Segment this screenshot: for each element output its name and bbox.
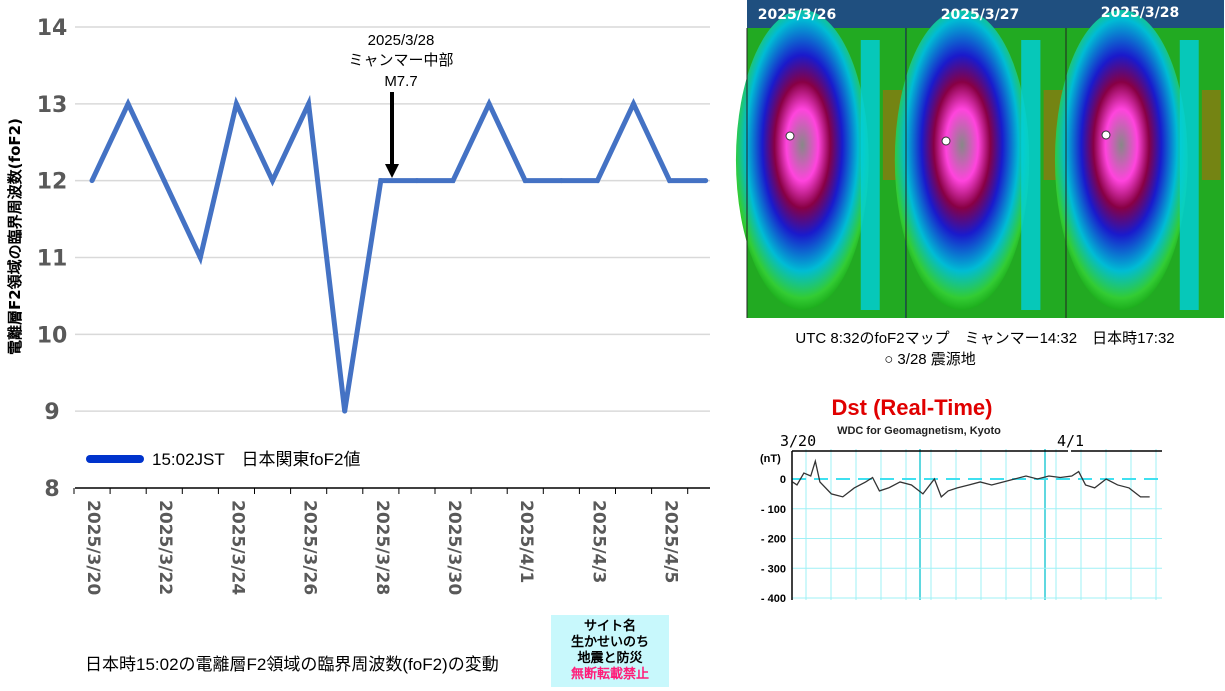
fof2-map: 2025/3/26 2025/3/27 2025/3/28 UTC 8:32のf… — [735, 0, 1224, 368]
earthquake-annotation: 2025/3/28 ミャンマー中部 M7.7 — [348, 32, 454, 178]
x-tick-label: 2025/3/26 — [300, 500, 320, 595]
data-point — [703, 178, 709, 184]
epicenter-marker-icon — [1101, 130, 1111, 140]
fof2-y-axis: 8 9 10 11 12 13 14 — [37, 16, 68, 502]
epicenter-marker-icon — [785, 131, 795, 141]
data-point — [522, 178, 528, 184]
map-caption-time: UTC 8:32のfoF2マップ ミャンマー14:32 日本時17:32 — [795, 330, 1174, 347]
data-point — [558, 178, 564, 184]
data-point — [631, 101, 636, 107]
data-point — [197, 255, 203, 260]
data-point — [306, 101, 312, 107]
dst-title: Dst (Real-Time) — [832, 395, 993, 420]
notice-no-reprint: 無断転載禁止 — [570, 667, 649, 682]
dst-y-tick-label: - 300 — [761, 563, 786, 575]
y-tick-label: 10 — [37, 323, 68, 348]
data-point — [667, 178, 673, 184]
notice-site-name-2: 地震と防災 — [577, 651, 643, 666]
data-point — [89, 178, 95, 184]
fof2-chart-caption: 日本時15:02の電離層F2領域の臨界周波数(foF2)の変動 — [85, 655, 499, 674]
dst-unit: (nT) — [760, 453, 781, 465]
data-point — [486, 101, 492, 107]
fof2-series-line — [89, 94, 706, 412]
data-point — [342, 408, 348, 414]
fof2-legend: 15:02JST 日本関東foF2値 — [86, 450, 360, 469]
y-tick-label: 9 — [44, 400, 59, 425]
x-tick-label: 2025/3/20 — [83, 500, 103, 595]
dst-y-tick-label: 0 — [780, 474, 786, 486]
fof2-x-axis: 2025/3/20 2025/3/22 2025/3/24 2025/3/26 2025… — [73, 488, 689, 595]
legend-label: 15:02JST 日本関東foF2値 — [152, 450, 360, 469]
x-tick-label: 2025/3/30 — [444, 500, 464, 595]
x-tick-label: 2025/4/1 — [516, 500, 536, 583]
data-point — [161, 178, 167, 184]
data-point — [270, 178, 275, 184]
dst-y-tick-label: - 400 — [761, 593, 786, 605]
dst-subtitle: WDC for Geomagnetism, Kyoto — [837, 425, 1001, 437]
y-tick-label: 11 — [37, 247, 68, 272]
x-tick-label: 2025/3/22 — [155, 500, 175, 595]
x-tick-label: 2025/3/28 — [372, 500, 392, 595]
data-point — [414, 178, 420, 184]
data-point — [233, 101, 239, 107]
fof2-y-axis-label: 電離層F2領域の臨界周波数(foF2) — [6, 118, 24, 355]
data-point — [594, 178, 600, 184]
map-date-2: 2025/3/27 — [941, 7, 1019, 23]
dst-y-tick-label: - 200 — [761, 534, 786, 546]
x-tick-label: 2025/3/24 — [227, 500, 247, 595]
map-panel — [894, 10, 1066, 318]
notice-site-name: 生かせいのち — [570, 635, 649, 650]
arrow-head-icon — [385, 164, 399, 178]
copyright-notice: サイト名 生かせいのち 地震と防災 無断転載禁止 — [551, 615, 669, 687]
dst-date-start: 3/20 — [780, 432, 816, 450]
map-panel — [1054, 10, 1224, 318]
x-tick-label: 2025/4/5 — [661, 500, 681, 583]
data-point — [450, 178, 456, 184]
y-tick-label: 14 — [37, 16, 68, 41]
epicenter-marker-icon — [941, 136, 951, 146]
data-point — [378, 178, 384, 184]
annotation-date: 2025/3/28 — [368, 32, 435, 49]
dst-series-line — [792, 458, 1150, 498]
map-panel — [735, 10, 905, 318]
map-date-1: 2025/3/26 — [758, 7, 836, 23]
map-caption-epicenter: ○ 3/28 震源地 — [884, 351, 976, 368]
y-tick-label: 12 — [37, 170, 68, 195]
annotation-place: ミャンマー中部 — [348, 52, 453, 69]
notice-site-label: サイト名 — [583, 619, 636, 634]
dst-date-apr1: 4/1 — [1057, 432, 1084, 450]
dst-y-tick-label: - 100 — [761, 504, 786, 516]
annotation-magnitude: M7.7 — [384, 73, 417, 90]
x-tick-label: 2025/4/3 — [588, 500, 608, 583]
data-point — [125, 101, 131, 107]
map-date-3: 2025/3/28 — [1101, 5, 1179, 21]
dst-chart: Dst (Real-Time) WDC for Geomagnetism, Ky… — [760, 395, 1162, 605]
y-tick-label: 8 — [44, 477, 59, 502]
y-tick-label: 13 — [37, 93, 68, 118]
